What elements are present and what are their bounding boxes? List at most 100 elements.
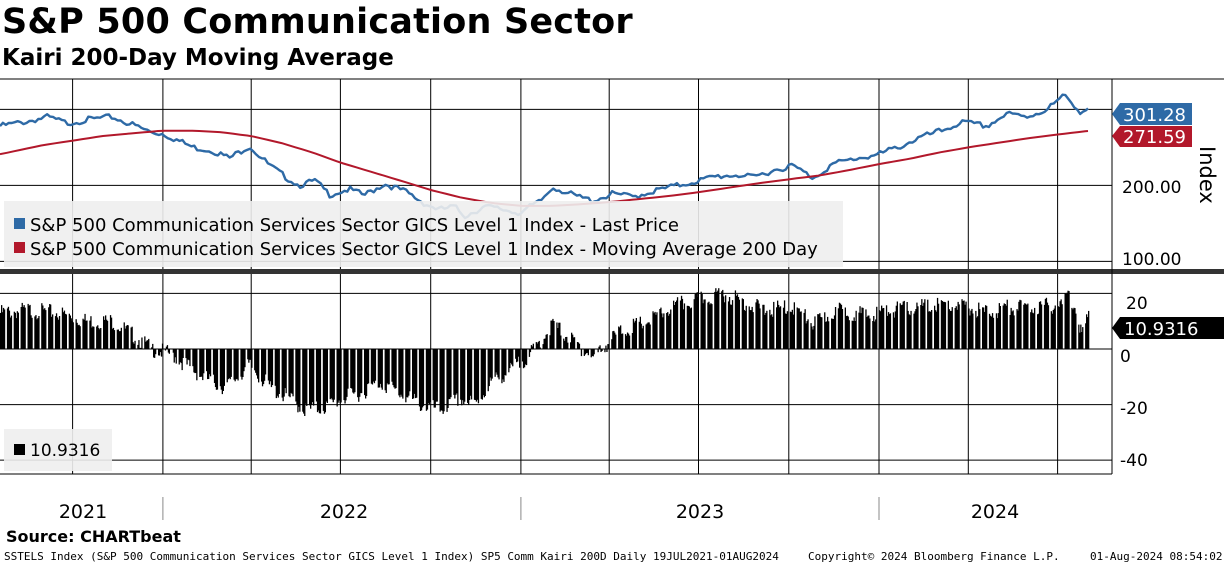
kairi-bar — [1082, 327, 1084, 349]
kairi-bar — [148, 338, 150, 349]
kairi-bar — [64, 313, 67, 349]
kairi-bar — [97, 325, 99, 349]
kairi-bar — [109, 315, 112, 349]
kairi-last-tag — [1112, 317, 1224, 339]
kairi-bar — [373, 349, 376, 384]
kairi-bar — [24, 307, 26, 349]
kairi-bar — [750, 310, 752, 349]
kairi-bar — [418, 349, 421, 407]
kairi-bar — [208, 349, 210, 379]
kairi-bar — [837, 308, 840, 349]
kairi-bar — [721, 291, 723, 349]
kairi-bar — [138, 340, 140, 349]
kairi-bar — [659, 309, 661, 349]
kairi-bar — [426, 349, 429, 410]
kairi-bar — [132, 342, 134, 349]
kairi-bar — [1068, 291, 1070, 349]
kairi-ytick-0: 0 — [1120, 347, 1131, 367]
kairi-bar — [702, 303, 704, 349]
kairi-bar — [599, 345, 601, 349]
kairi-bar — [666, 313, 668, 349]
kairi-bar — [557, 328, 559, 349]
kairi-bar — [876, 306, 878, 349]
kairi-bar — [340, 349, 342, 403]
kairi-bar — [940, 300, 943, 349]
kairi-bar — [511, 349, 513, 365]
kairi-bar — [361, 349, 363, 394]
kairi-bar — [529, 349, 532, 353]
kairi-bar — [139, 347, 141, 349]
kairi-bar — [1013, 315, 1015, 349]
kairi-last-label: 10.9316 — [1124, 319, 1198, 340]
kairi-bar — [715, 288, 717, 349]
kairi-bar — [503, 349, 505, 382]
kairi-bar — [921, 299, 923, 349]
kairi-bar — [861, 307, 863, 349]
kairi-bar — [799, 311, 801, 349]
kairi-bar — [1019, 299, 1021, 349]
kairi-bar — [158, 349, 160, 356]
kairi-bar — [902, 301, 904, 349]
kairi-bar — [531, 346, 533, 349]
kairi-bar — [924, 299, 926, 349]
kairi-bar — [765, 312, 767, 349]
kairi-bar — [414, 349, 416, 394]
kairi-bar — [42, 305, 44, 349]
kairi-bar — [365, 349, 367, 399]
kairi-bar — [576, 342, 579, 349]
kairi-bar — [223, 349, 225, 386]
kairi-bar — [405, 349, 407, 403]
kairi-bar — [359, 349, 361, 397]
kairi-bar — [494, 349, 496, 377]
kairi-bar — [1053, 308, 1055, 349]
kairi-bar — [855, 310, 857, 349]
kairi-bar — [741, 298, 743, 349]
kairi-bar — [697, 297, 699, 349]
kairi-bar — [948, 309, 950, 349]
kairi-bar — [331, 349, 333, 400]
kairi-bar — [141, 337, 143, 349]
legend-box — [4, 201, 843, 267]
kairi-bar — [906, 302, 908, 349]
kairi-bar — [577, 342, 580, 349]
kairi-bar — [269, 349, 272, 382]
kairi-bar — [914, 311, 916, 349]
kairi-bar — [504, 349, 506, 375]
kairi-bar — [153, 349, 155, 358]
kairi-bar — [200, 349, 202, 377]
kairi-bar — [903, 300, 905, 349]
kairi-bar — [572, 334, 574, 349]
kairi-bar — [123, 322, 125, 349]
kairi-bar — [96, 326, 98, 349]
kairi-bar — [158, 349, 161, 356]
kairi-bar — [455, 349, 457, 395]
kairi-bar — [615, 334, 617, 349]
kairi-bar — [988, 313, 991, 349]
kairi-bar — [219, 349, 222, 387]
kairi-bar — [519, 349, 521, 368]
kairi-bar — [854, 321, 856, 349]
kairi-bar — [985, 305, 987, 349]
kairi-bar — [683, 303, 686, 349]
kairi-bar — [377, 349, 379, 388]
kairi-bar — [572, 337, 575, 349]
kairi-bar — [813, 325, 815, 349]
kairi-bar — [853, 317, 855, 349]
kairi-bar — [537, 342, 539, 349]
kairi-bar — [983, 307, 985, 349]
kairi-bar — [1072, 309, 1074, 349]
kairi-bar — [354, 349, 356, 393]
kairi-bar — [379, 349, 381, 384]
kairi-bar — [1067, 290, 1069, 349]
kairi-bar — [1044, 298, 1047, 349]
kairi-bar — [144, 336, 146, 349]
kairi-bar — [930, 311, 932, 349]
kairi-bar — [291, 349, 293, 394]
kairi-bar — [1043, 304, 1046, 349]
kairi-bar — [954, 308, 956, 349]
kairi-bar — [783, 300, 786, 349]
kairi-bar — [624, 334, 627, 349]
kairi-bar — [268, 349, 271, 385]
kairi-bar — [318, 349, 321, 414]
kairi-bar — [257, 349, 259, 379]
